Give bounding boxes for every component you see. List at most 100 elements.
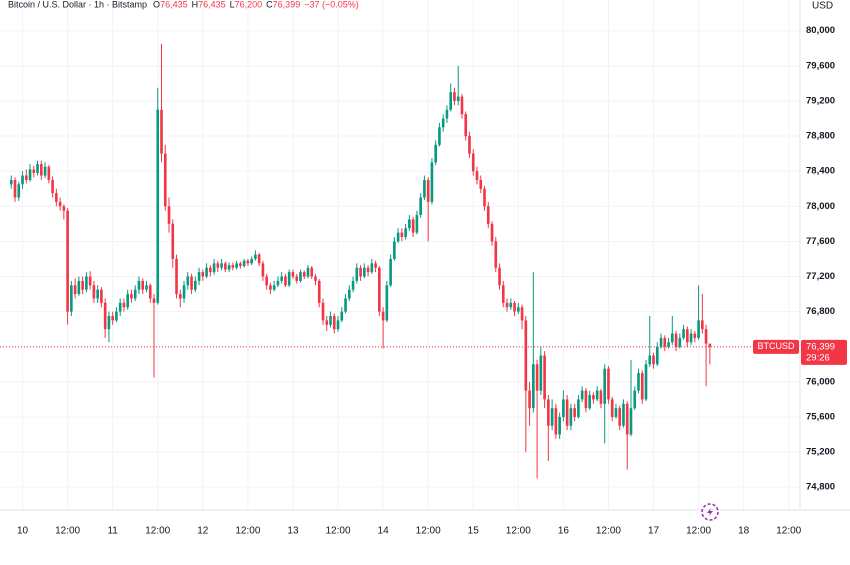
candle-body — [152, 298, 156, 303]
y-tick-label: 75,600 — [806, 411, 835, 422]
ohlc-value: 76,200 — [235, 0, 263, 9]
candle-body — [276, 280, 280, 286]
candle-body — [607, 368, 610, 400]
candle-body — [494, 241, 498, 268]
candle-body — [133, 289, 137, 299]
candle-body — [156, 109, 160, 303]
y-tick-label: 76,000 — [806, 376, 835, 387]
candle-body — [652, 355, 655, 365]
change: −37 (−0.05%) — [304, 0, 359, 9]
candle-body — [655, 346, 659, 365]
candle-body — [483, 188, 486, 207]
candle-body — [648, 355, 652, 365]
axes: 74,80075,20075,60076,00076,40076,80077,2… — [17, 25, 847, 537]
candle-body — [306, 267, 310, 277]
candle-body — [501, 285, 505, 303]
x-tick-label: 17 — [648, 526, 660, 537]
candle-body — [520, 307, 524, 321]
candle-body — [55, 193, 58, 202]
candle-body — [456, 96, 460, 101]
candle-body — [565, 399, 569, 426]
candle-body — [193, 280, 197, 290]
candle-body — [321, 302, 325, 321]
symbol-label: BTCUSD — [757, 341, 795, 351]
candle-body — [148, 285, 152, 299]
candle-body — [486, 206, 490, 224]
y-tick-label: 79,200 — [806, 95, 835, 106]
candle-body — [378, 267, 381, 312]
candle-body — [426, 179, 430, 202]
candle-body — [40, 164, 43, 176]
candle-body — [629, 408, 633, 435]
x-tick-label: 12:00 — [416, 526, 441, 537]
candle-body — [317, 280, 321, 303]
candle-body — [92, 285, 96, 299]
candle-body — [115, 311, 118, 321]
candle-body — [396, 232, 400, 242]
candle-body — [175, 258, 178, 295]
candle-body — [701, 320, 704, 330]
candle-body — [340, 311, 344, 321]
candle-body — [516, 307, 520, 312]
candle-body — [686, 329, 689, 343]
candle-body — [640, 373, 644, 400]
candle-body — [637, 373, 640, 391]
candle-body — [220, 263, 223, 268]
candle-body — [107, 316, 111, 330]
candle-body — [438, 127, 441, 145]
candle-body — [490, 223, 494, 242]
candle-body — [633, 390, 637, 409]
y-tick-label: 80,000 — [806, 25, 835, 36]
candle-body — [205, 267, 208, 277]
candle-body — [32, 169, 36, 173]
candle-body — [178, 294, 182, 299]
candle-body — [453, 92, 456, 101]
candle-body — [441, 118, 445, 128]
candle-body — [103, 302, 107, 330]
candle-body — [28, 169, 32, 180]
candle-body — [239, 263, 242, 266]
candle-body — [408, 219, 411, 229]
candle-body — [693, 333, 697, 338]
candle-body — [254, 254, 257, 259]
candle-body — [299, 272, 302, 281]
candle-body — [423, 179, 426, 198]
candle-body — [663, 337, 667, 347]
candle-body — [355, 267, 359, 281]
x-tick-label: 13 — [287, 526, 299, 537]
candle-body — [62, 206, 66, 211]
candle-body — [659, 337, 663, 347]
candle-body — [310, 267, 314, 277]
candle-body — [351, 280, 355, 290]
candle-body — [513, 302, 516, 312]
candle-body — [674, 333, 678, 347]
candle-body — [505, 302, 509, 308]
candle-body — [163, 153, 167, 207]
ohlc-key: H — [192, 0, 199, 9]
candle-body — [73, 285, 77, 295]
candle-body — [449, 92, 453, 110]
candle-body — [704, 329, 708, 344]
candle-body — [77, 280, 81, 295]
candle-body — [445, 109, 449, 119]
candle-body — [603, 368, 607, 404]
candle-body — [415, 215, 419, 233]
candle-body — [250, 258, 253, 264]
candle-body — [47, 166, 51, 180]
candle-body — [682, 329, 685, 338]
candle-body — [167, 206, 171, 224]
candle-body — [332, 316, 336, 330]
candle-body — [708, 343, 712, 347]
y-tick-label: 77,600 — [806, 236, 835, 247]
candle-body — [577, 399, 580, 417]
candle-body — [295, 276, 299, 281]
candle-body — [381, 311, 385, 321]
candle-body — [547, 399, 550, 426]
x-tick-label: 12:00 — [145, 526, 170, 537]
ohlc-value: 76,399 — [273, 0, 301, 9]
x-tick-label: 12:00 — [326, 526, 351, 537]
candle-body — [580, 390, 584, 400]
candle-body — [88, 276, 92, 286]
